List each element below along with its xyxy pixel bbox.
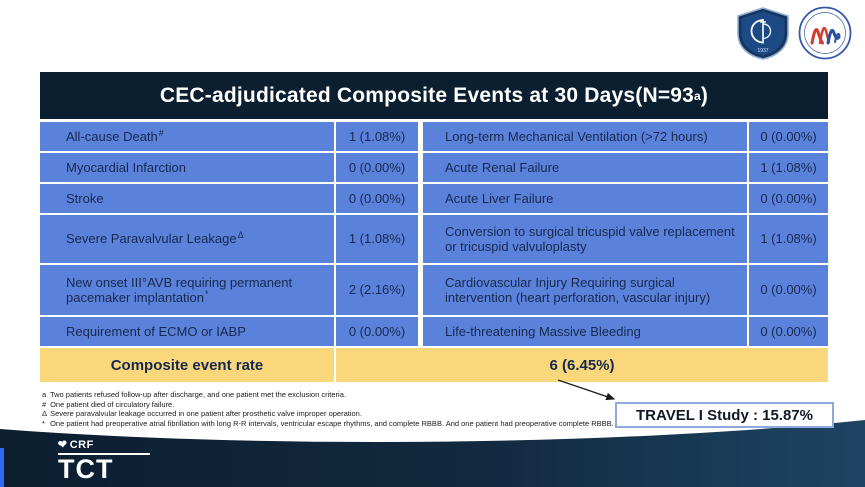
footnote-line: Δ Severe paravalvular leakage occurred i… [42,409,362,418]
shield-year-label: 1937 [757,48,768,54]
composite-event-row: Composite event rate 6 (6.45%) [40,348,828,382]
event-count-cell: 2 (2.16%) [336,265,418,315]
title-text: CEC-adjudicated Composite Events at 30 D… [159,83,695,107]
tct-label: TCT [58,454,114,484]
tct-logo: ❤ CRF TCT [57,438,150,484]
travel-study-callout: TRAVEL I Study : 15.87% [615,402,834,428]
event-label-cell: New onset III°AVB requiring permanent pa… [40,265,334,315]
event-count-cell: 1 (1.08%) [336,122,418,151]
event-count-cell: 0 (0.00%) [749,317,828,346]
table-row: New onset III°AVB requiring permanent pa… [40,265,828,315]
event-label-cell: Life-threatening Massive Bleeding [423,317,747,346]
table-row: Stroke 0 (0.00%) Acute Liver Failure 0 (0.0… [40,184,828,213]
footnote-line: # One patient died of circulatory failur… [42,399,175,409]
table-rows: All-cause Death# 1 (1.08%) Long-term Mecha… [40,122,828,346]
event-label-cell: Conversion to surgical tricuspid valve r… [423,215,747,263]
event-label-cell: Cardiovascular Injury Requiring surgical… [423,265,747,315]
crf-label: CRF [69,438,94,451]
footnotes: a Two patients refused follow-up after d… [42,390,614,428]
arrow-connector-icon [557,379,616,401]
research-center-logo-icon [798,6,852,60]
footer-wave [0,420,865,487]
event-count-cell: 1 (1.08%) [749,153,828,182]
event-label-cell: Stroke [40,184,334,213]
event-count-cell: 1 (1.08%) [749,215,828,263]
table-row: Severe Paravalvular LeakageΔ 1 (1.08%) Con… [40,215,828,263]
event-label-cell: All-cause Death# [40,122,334,151]
event-count-cell: 0 (0.00%) [336,317,418,346]
title-tail: ) [700,83,709,107]
event-label-cell: Requirement of ECMO or IABP [40,317,334,346]
table-row: All-cause Death# 1 (1.08%) Long-term Mecha… [40,122,828,151]
crf-divider [58,453,150,455]
crf-logo: ❤ CRF [57,438,150,452]
event-count-cell: 0 (0.00%) [749,265,828,315]
footnote-line: a Two patients refused follow-up after d… [42,390,346,399]
event-count-cell: 0 (0.00%) [749,184,828,213]
event-label-cell: Myocardial Infarction [40,153,334,182]
footnote-line: * One patient had preoperative atrial fi… [42,418,614,428]
event-label-cell: Acute Renal Failure [423,153,747,182]
event-label-cell: Long-term Mechanical Ventilation (>72 ho… [423,122,747,151]
composite-rate-label: Composite event rate [40,348,334,382]
table-row: Requirement of ECMO or IABP 0 (0.00%) Life… [40,317,828,346]
event-count-cell: 1 (1.08%) [336,215,418,263]
table-row: Myocardial Infarction 0 (0.00%) Acute Rena… [40,153,828,182]
event-count-cell: 0 (0.00%) [749,122,828,151]
left-edge-strip [0,448,4,487]
event-label-cell: Severe Paravalvular LeakageΔ [40,215,334,263]
crf-heart-icon: ❤ [57,438,69,452]
page-title: CEC-adjudicated Composite Events at 30 D… [40,72,828,119]
event-count-cell: 0 (0.00%) [336,153,418,182]
composite-rate-value: 6 (6.45%) [336,348,828,382]
event-label-cell: Acute Liver Failure [423,184,747,213]
hospital-shield-logo-icon: 1937 [736,7,790,60]
event-count-cell: 0 (0.00%) [336,184,418,213]
